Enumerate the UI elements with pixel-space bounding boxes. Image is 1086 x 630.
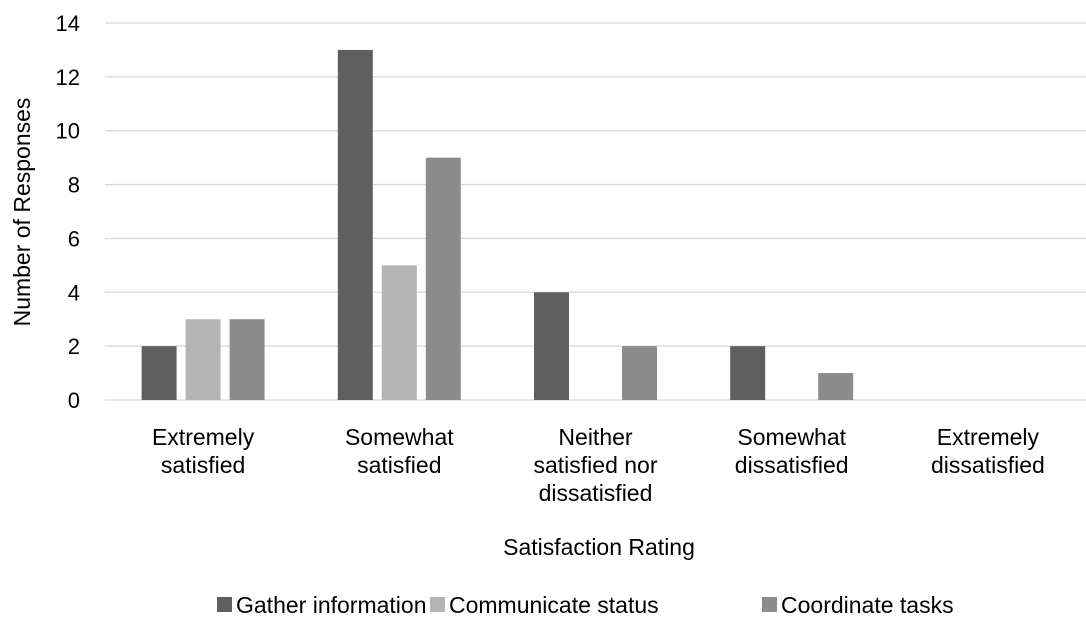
x-category-line: satisfied (161, 452, 245, 478)
legend-swatch (762, 597, 777, 612)
y-tick-label: 4 (68, 280, 80, 305)
x-axis-title: Satisfaction Rating (503, 534, 695, 560)
bar (229, 319, 265, 400)
y-tick-label: 8 (68, 173, 80, 198)
bar (818, 373, 854, 400)
bar (185, 319, 221, 400)
legend: Gather information Communicate status Coor… (217, 592, 954, 618)
legend-swatch (217, 597, 232, 612)
x-category-line: satisfied (357, 452, 441, 478)
legend-label: Communicate status (449, 592, 659, 618)
bar (381, 265, 417, 400)
x-category-line: Somewhat (345, 424, 454, 450)
bar (622, 346, 657, 400)
y-tick-label: 6 (68, 226, 80, 251)
y-axis-title: Number of Responses (9, 98, 35, 327)
x-category-label: Extremely dissatisfied (931, 424, 1045, 478)
x-category-line: Somewhat (737, 424, 846, 450)
bar (425, 157, 461, 400)
x-category-line: Extremely (937, 424, 1040, 450)
x-category-line: Extremely (152, 424, 255, 450)
bars (141, 49, 854, 401)
y-tick-label: 12 (56, 65, 80, 90)
x-category-line: satisfied nor (533, 452, 657, 478)
x-category-line: dissatisfied (931, 452, 1045, 478)
y-axis-ticks: 0 2 4 6 8 10 12 14 (56, 11, 80, 413)
x-category-label: Somewhat satisfied (345, 424, 454, 478)
x-category-line: Neither (558, 424, 632, 450)
bar (337, 49, 373, 401)
bar (730, 346, 766, 400)
bar (141, 346, 177, 400)
y-tick-label: 0 (68, 388, 80, 413)
x-category-line: dissatisfied (735, 452, 849, 478)
y-tick-label: 14 (56, 11, 80, 36)
legend-label: Coordinate tasks (781, 592, 954, 618)
legend-label: Gather information (236, 592, 426, 618)
bar (534, 292, 569, 400)
x-category-line: dissatisfied (539, 480, 653, 506)
y-tick-label: 2 (68, 334, 80, 359)
legend-swatch (430, 597, 445, 612)
x-category-label: Somewhat dissatisfied (735, 424, 849, 478)
x-category-label: Neither satisfied nor dissatisfied (533, 424, 657, 506)
x-category-label: Extremely satisfied (152, 424, 255, 478)
gridlines (105, 22, 1086, 401)
y-tick-label: 10 (56, 119, 80, 144)
